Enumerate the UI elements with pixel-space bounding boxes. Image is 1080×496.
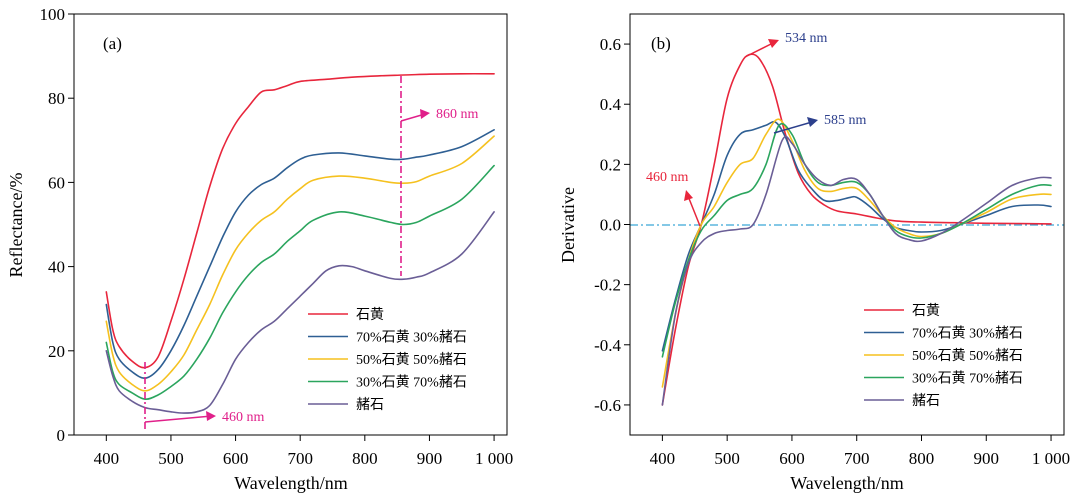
annotation-460-nm: 460 nm [222,410,265,425]
annotation-534-nm: 534 nm [785,31,828,46]
panel-b-x-axis-title: Wavelength/nm [790,473,904,493]
x-tick-label: 900 [417,449,443,468]
legend-label-orpiment: 石黄 [912,302,940,319]
y-tick-label: 80 [48,89,65,108]
y-tick-label: 60 [48,173,65,192]
legend-label-orpiment: 石黄 [356,306,384,323]
panel-a-axes: 400 500 600 700 800 900 1 000 0 20 40 60 80 100 [40,5,514,468]
panel-b-derivative-chart: 534 nm 585 nm 460 nm 400 500 600 700 800 900 1… [558,13,1070,493]
x-tick-label: 1 000 [1032,449,1070,468]
series-line-hematite [105,211,495,414]
x-tick-label: 600 [779,449,805,468]
arrow-460-head [206,411,216,421]
series-line-orpiment [105,72,495,369]
x-tick-label: 800 [909,449,935,468]
y-tick-label: 0.6 [600,35,621,54]
x-tick-label: 800 [352,449,378,468]
series-line-orpiment [661,53,1052,406]
x-tick-label: 1 000 [475,449,513,468]
x-tick-label: 500 [158,449,184,468]
y-tick-label: -0.4 [594,336,621,355]
panel-a-x-axis-title: Wavelength/nm [234,473,348,493]
arrow-534-head [768,39,779,48]
series-line-mix30 [105,164,495,401]
x-tick-label: 600 [223,449,249,468]
panel-b-label: (b) [651,34,671,53]
y-tick-label: 0.0 [600,216,621,235]
x-tick-label: 700 [844,449,870,468]
series-line-mix50 [105,135,495,392]
arrow-860-head [420,109,430,119]
panel-a-reflectance-chart: 460 nm 860 nm 400 500 600 700 800 900 1 000 0 20… [6,5,513,493]
x-tick-label: 500 [714,449,740,468]
y-tick-label: -0.6 [594,396,621,415]
legend-label-mix70: 70%石黄 30%赭石 [356,329,467,346]
series-line-mix70 [661,120,1052,352]
legend-label-mix30: 30%石黄 70%赭石 [912,370,1023,387]
panel-b-y-axis-title: Derivative [558,187,578,263]
arrow-460-nm [144,415,213,423]
y-tick-label: 40 [48,258,65,277]
panel-a-plot-frame [73,13,508,436]
panel-a-annotation-layer: 460 nm 860 nm [144,76,479,432]
x-tick-label: 400 [94,449,120,468]
annotation-460-nm-derivative: 460 nm [646,170,689,185]
y-tick-label: 0.4 [600,95,622,114]
legend-label-mix50: 50%石黄 50%赭石 [356,351,467,368]
arrow-585-head [807,117,818,127]
arrow-460-derivative-head [684,190,693,201]
legend-label-mix50: 50%石黄 50%赭石 [912,347,1023,364]
y-tick-label: 0 [57,426,66,445]
legend-label-mix70: 70%石黄 30%赭石 [912,325,1023,342]
panel-a-y-axis-title: Reflectance/% [6,173,26,278]
series-line-mix70 [105,129,495,380]
y-tick-label: 0.2 [600,155,621,174]
series-line-hematite [661,135,1052,406]
annotation-860-nm: 860 nm [436,107,479,122]
arrow-585-nm [773,121,813,134]
y-tick-label: -0.2 [594,276,621,295]
series-line-mix50 [661,118,1052,388]
x-tick-label: 900 [974,449,1000,468]
annotation-585-nm: 585 nm [824,113,867,128]
x-tick-label: 400 [650,449,676,468]
panel-a-label: (a) [103,34,122,53]
x-tick-label: 700 [287,449,313,468]
arrow-534-nm [744,42,774,58]
arrow-460-derivative [687,195,701,227]
legend-label-hematite: 赭石 [356,397,384,413]
y-tick-label: 20 [48,342,65,361]
legend-label-hematite: 赭石 [912,393,940,409]
series-line-mix30 [661,122,1052,358]
panel-b-axes: 400 500 600 700 800 900 1 000 -0.6 -0.4 -0.2 0.0 0.… [594,35,1070,468]
panel-b-series-layer [661,53,1052,406]
panel-a-series-layer [105,72,495,414]
panel-b-annotation-layer: 534 nm 585 nm 460 nm [646,31,867,227]
y-tick-label: 100 [40,5,66,24]
legend-label-mix30: 30%石黄 70%赭石 [356,374,467,391]
